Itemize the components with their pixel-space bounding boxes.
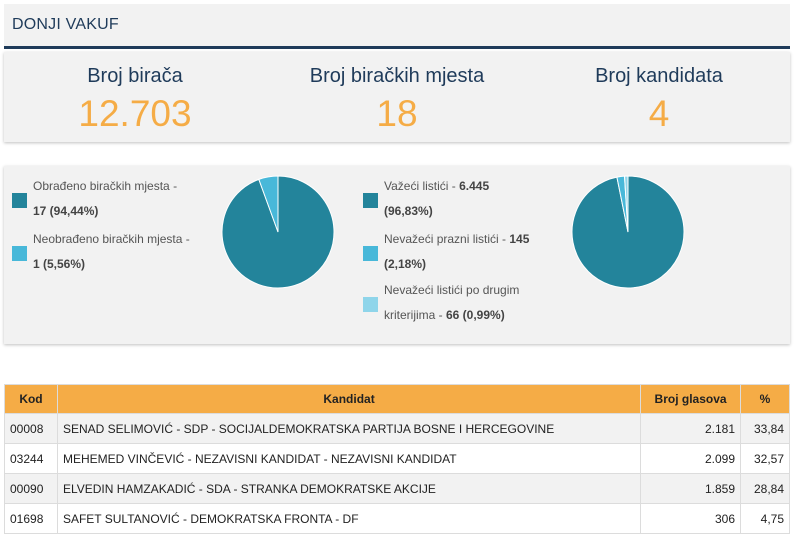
legend-swatch-unprocessed bbox=[12, 246, 27, 261]
legend-invalid-other-label: Nevažeći listići po drugim bbox=[384, 283, 520, 297]
legend-processed-label: Obrađeno biračkih mjesta - bbox=[33, 179, 178, 193]
stat-voters-value: 12.703 bbox=[78, 93, 192, 134]
legend-invalid-other-value: 66 (0,99%) bbox=[446, 308, 505, 322]
charts-panel: Obrađeno biračkih mjesta - 17 (94,44%) N… bbox=[4, 166, 790, 344]
legend-invalid-blank-ballots: Nevažeći prazni listići - 145 (2,18%) bbox=[363, 227, 563, 277]
table-header-row: Kod Kandidat Broj glasova % bbox=[4, 384, 790, 414]
stat-candidates-value: 4 bbox=[648, 93, 670, 134]
legend-swatch-processed bbox=[12, 193, 27, 208]
legend-invalid-other-ballots: Nevažeći listići po drugim kriterijima -… bbox=[363, 278, 583, 328]
municipality-header: DONJI VAKUF bbox=[4, 4, 790, 49]
legend-swatch-invalid-other bbox=[363, 297, 378, 312]
cell-candidate: MEHEMED VINČEVIĆ - NEZAVISNI KANDIDAT - … bbox=[56, 443, 642, 474]
cell-percent: 4,75 bbox=[740, 503, 790, 534]
cell-code: 00090 bbox=[4, 473, 58, 504]
legend-invalid-blank-count: 145 bbox=[509, 232, 530, 246]
table-row: 00008 SENAD SELIMOVIĆ - SDP - SOCIJALDEM… bbox=[4, 413, 790, 444]
results-table: Kod Kandidat Broj glasova % 00008 SENAD … bbox=[4, 384, 790, 534]
cell-candidate: SAFET SULTANOVIĆ - DEMOKRATSKA FRONTA - … bbox=[56, 503, 642, 534]
legend-unprocessed-stations: Neobrađeno biračkih mjesta - 1 (5,56%) bbox=[12, 227, 212, 277]
cell-code: 00008 bbox=[4, 413, 58, 444]
legend-invalid-other-label-cont: kriterijima - bbox=[384, 308, 446, 322]
cell-votes: 306 bbox=[640, 503, 741, 534]
legend-valid-label: Važeći listići - bbox=[384, 179, 460, 193]
cell-percent: 33,84 bbox=[740, 413, 790, 444]
cell-code: 01698 bbox=[4, 503, 58, 534]
legend-valid-percent: (96,83%) bbox=[384, 204, 433, 218]
legend-valid-count: 6.445 bbox=[459, 179, 490, 193]
pie-chart-polling-stations bbox=[221, 175, 335, 289]
cell-candidate: ELVEDIN HAMZAKADIĆ - SDA - STRANKA DEMOK… bbox=[56, 473, 642, 504]
column-header-candidate[interactable]: Kandidat bbox=[56, 384, 642, 414]
pie-chart-ballots bbox=[571, 175, 685, 289]
stat-polling-stations-label: Broj biračkih mjesta bbox=[309, 65, 485, 87]
legend-processed-stations: Obrađeno biračkih mjesta - 17 (94,44%) bbox=[12, 174, 212, 224]
column-header-votes[interactable]: Broj glasova bbox=[640, 384, 741, 414]
legend-valid-ballots: Važeći listići - 6.445 (96,83%) bbox=[363, 174, 563, 224]
legend-unprocessed-value: 1 (5,56%) bbox=[33, 257, 86, 271]
table-row: 03244 MEHEMED VINČEVIĆ - NEZAVISNI KANDI… bbox=[4, 443, 790, 474]
legend-processed-value: 17 (94,44%) bbox=[33, 204, 99, 218]
stat-candidates-label: Broj kandidata bbox=[595, 65, 723, 87]
pie-slice[interactable] bbox=[623, 175, 629, 233]
table-row: 00090 ELVEDIN HAMZAKADIĆ - SDA - STRANKA… bbox=[4, 473, 790, 504]
legend-swatch-invalid-blank bbox=[363, 246, 378, 261]
legend-unprocessed-label: Neobrađeno biračkih mjesta - bbox=[33, 232, 190, 246]
cell-votes: 2.099 bbox=[640, 443, 741, 474]
legend-invalid-blank-label: Nevažeći prazni listići - bbox=[384, 232, 510, 246]
cell-percent: 32,57 bbox=[740, 443, 790, 474]
stat-voters-label: Broj birača bbox=[87, 65, 183, 87]
municipality-title: DONJI VAKUF bbox=[12, 16, 119, 33]
cell-percent: 28,84 bbox=[740, 473, 790, 504]
stat-voters: Broj birača 12.703 bbox=[4, 52, 266, 134]
cell-code: 03244 bbox=[4, 443, 58, 474]
column-header-code[interactable]: Kod bbox=[4, 384, 58, 414]
cell-candidate: SENAD SELIMOVIĆ - SDP - SOCIJALDEMOKRATS… bbox=[56, 413, 642, 444]
stats-panel: Broj birača 12.703 Broj biračkih mjesta … bbox=[4, 52, 790, 142]
table-row: 01698 SAFET SULTANOVIĆ - DEMOKRATSKA FRO… bbox=[4, 503, 790, 534]
pie-slice[interactable] bbox=[258, 175, 279, 233]
cell-votes: 1.859 bbox=[640, 473, 741, 504]
cell-votes: 2.181 bbox=[640, 413, 741, 444]
stat-candidates: Broj kandidata 4 bbox=[528, 52, 790, 134]
stat-polling-stations-value: 18 bbox=[376, 93, 418, 134]
legend-invalid-blank-percent: (2,18%) bbox=[384, 257, 427, 271]
column-header-percent[interactable]: % bbox=[740, 384, 790, 414]
legend-swatch-valid bbox=[363, 193, 378, 208]
stat-polling-stations: Broj biračkih mjesta 18 bbox=[266, 52, 528, 134]
